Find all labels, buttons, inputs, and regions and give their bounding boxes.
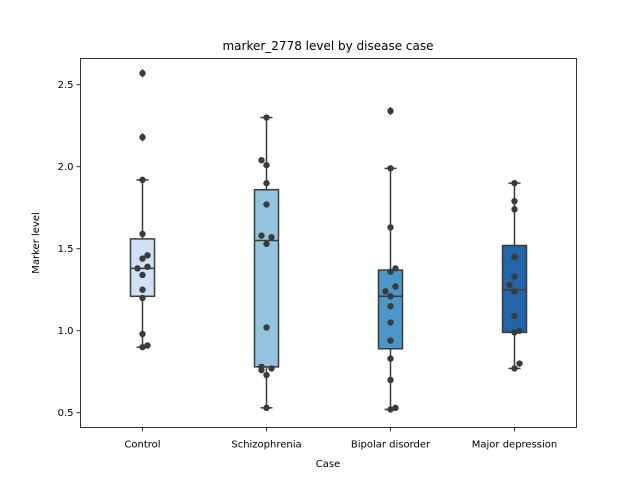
data-point	[144, 252, 151, 259]
data-point	[387, 319, 394, 326]
data-points-2	[382, 107, 399, 413]
data-points-0	[134, 70, 151, 351]
x-tick-label: Schizophrenia	[231, 440, 301, 451]
data-point	[268, 234, 275, 241]
box-group-1	[253, 116, 280, 409]
x-tick-label: Bipolar disorder	[351, 440, 431, 451]
data-point	[511, 329, 518, 336]
box-iqr	[377, 269, 404, 350]
data-point	[392, 283, 399, 290]
data-point	[139, 286, 146, 293]
data-point	[134, 265, 141, 272]
data-point	[511, 273, 518, 280]
x-axis-title: Case	[316, 459, 340, 470]
data-points-3	[506, 179, 523, 372]
data-point	[392, 265, 399, 272]
data-point	[387, 406, 394, 413]
y-tick-label: 2.0	[58, 162, 74, 173]
data-point	[506, 281, 513, 289]
plot-frame	[80, 58, 577, 428]
data-point	[139, 230, 146, 238]
box-group-0	[129, 68, 156, 348]
data-point	[139, 70, 146, 77]
data-point	[511, 365, 518, 372]
x-tick-label: Major depression	[472, 440, 558, 451]
data-point	[263, 179, 270, 187]
data-point	[268, 365, 275, 372]
y-tick-label: 0.5	[58, 408, 74, 419]
data-points-1	[258, 114, 275, 412]
box-group-2	[377, 106, 404, 411]
y-tick-label: 1.5	[58, 244, 74, 255]
data-point	[392, 404, 399, 412]
data-point	[516, 327, 523, 334]
data-point	[387, 107, 394, 115]
data-point	[139, 255, 146, 262]
data-point	[139, 330, 146, 338]
data-point	[387, 376, 394, 384]
data-point	[139, 176, 146, 184]
data-point	[263, 371, 270, 379]
box-iqr	[253, 188, 280, 368]
data-point	[263, 240, 270, 248]
data-point	[144, 342, 151, 349]
data-point	[258, 232, 265, 239]
y-axis-title: Marker level	[31, 212, 42, 274]
data-point	[139, 343, 146, 351]
y-tick-label: 2.5	[58, 80, 74, 91]
data-point	[263, 404, 270, 412]
data-point	[263, 161, 270, 169]
data-point	[263, 324, 270, 331]
data-point	[387, 224, 394, 231]
data-point	[382, 288, 389, 295]
chart-title: marker_2778 level by disease case	[222, 39, 433, 53]
data-point	[258, 363, 265, 371]
data-point	[139, 134, 146, 141]
data-point	[511, 312, 518, 320]
x-tick-label: Control	[124, 440, 160, 451]
data-point	[263, 201, 270, 208]
data-point	[387, 355, 394, 362]
data-point	[516, 360, 523, 367]
data-point	[263, 114, 270, 121]
data-point	[387, 293, 394, 300]
data-point	[387, 165, 394, 172]
data-point	[511, 197, 518, 205]
data-point	[511, 206, 518, 213]
y-tick-label: 1.0	[58, 326, 74, 337]
data-point	[258, 156, 265, 164]
data-point	[387, 268, 394, 275]
data-point	[144, 263, 151, 270]
data-point	[511, 179, 518, 187]
data-point	[511, 288, 518, 295]
data-point	[511, 253, 518, 261]
data-point	[139, 294, 146, 302]
data-point	[139, 271, 146, 279]
data-point	[387, 302, 394, 310]
data-point	[387, 337, 394, 344]
